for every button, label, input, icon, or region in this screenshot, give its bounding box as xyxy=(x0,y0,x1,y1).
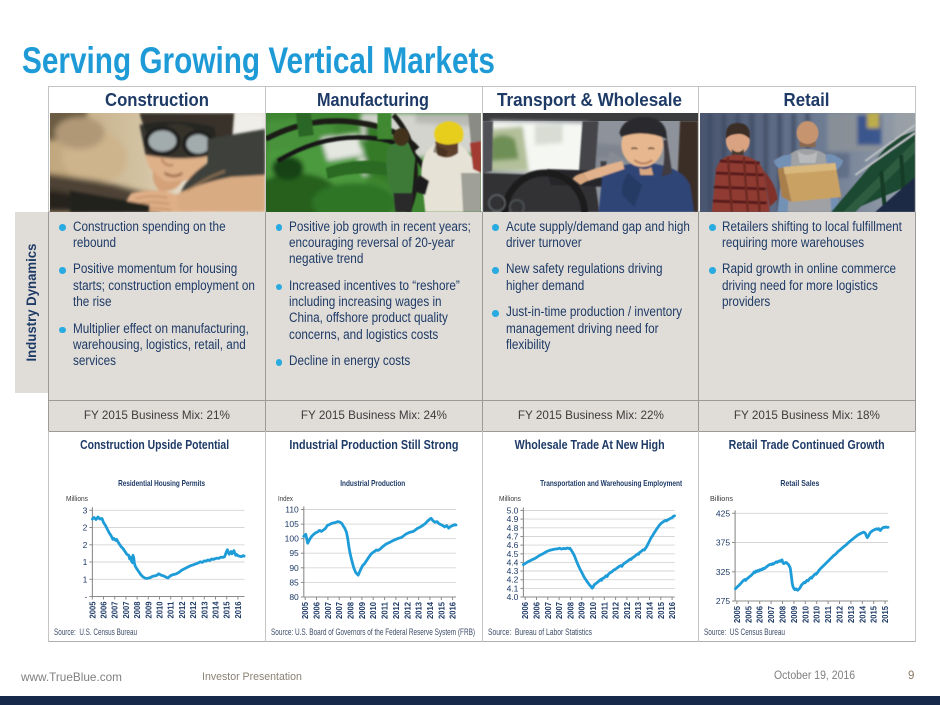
svg-text:2009: 2009 xyxy=(143,601,153,618)
svg-text:2014: 2014 xyxy=(211,601,221,618)
svg-text:2: 2 xyxy=(83,540,88,550)
svg-text:425: 425 xyxy=(716,508,730,518)
svg-text:110: 110 xyxy=(285,505,299,515)
svg-text:2008: 2008 xyxy=(132,601,142,618)
svg-text:2012: 2012 xyxy=(402,602,412,619)
svg-text:2013: 2013 xyxy=(846,606,856,623)
svg-text:2015: 2015 xyxy=(869,606,879,623)
svg-text:80: 80 xyxy=(289,592,299,602)
svg-text:2007: 2007 xyxy=(543,602,553,619)
svg-text:2006: 2006 xyxy=(312,602,322,619)
svg-text:2007: 2007 xyxy=(323,602,333,619)
svg-text:2009: 2009 xyxy=(357,602,367,619)
svg-text:2009: 2009 xyxy=(577,602,587,619)
svg-text:2010: 2010 xyxy=(368,602,378,619)
svg-text:2005: 2005 xyxy=(732,606,742,623)
svg-text:2014: 2014 xyxy=(645,602,655,619)
svg-text:4.0: 4.0 xyxy=(507,592,519,602)
svg-text:2012: 2012 xyxy=(177,601,187,618)
svg-text:1: 1 xyxy=(83,557,88,567)
svg-text:-: - xyxy=(85,592,88,602)
svg-text:2013: 2013 xyxy=(414,602,424,619)
svg-text:85: 85 xyxy=(289,577,299,587)
svg-text:2006: 2006 xyxy=(99,601,109,618)
svg-text:2007: 2007 xyxy=(554,602,564,619)
svg-text:2006: 2006 xyxy=(520,602,530,619)
svg-text:105: 105 xyxy=(285,519,299,529)
svg-text:2016: 2016 xyxy=(233,601,243,618)
svg-text:2008: 2008 xyxy=(565,602,575,619)
svg-text:2005: 2005 xyxy=(300,602,310,619)
svg-text:2015: 2015 xyxy=(436,602,446,619)
svg-text:2008: 2008 xyxy=(346,602,356,619)
svg-text:2010: 2010 xyxy=(155,601,165,618)
svg-text:4.7: 4.7 xyxy=(507,532,519,542)
svg-text:4.4: 4.4 xyxy=(507,557,519,567)
svg-text:2012: 2012 xyxy=(391,602,401,619)
svg-text:2011: 2011 xyxy=(599,602,609,619)
svg-text:2012: 2012 xyxy=(835,606,845,623)
svg-text:90: 90 xyxy=(289,563,299,573)
svg-text:325: 325 xyxy=(716,567,730,577)
svg-text:2014: 2014 xyxy=(425,602,435,619)
svg-text:2016: 2016 xyxy=(448,602,458,619)
svg-text:2013: 2013 xyxy=(199,601,209,618)
svg-text:2008: 2008 xyxy=(778,606,788,623)
svg-text:4.8: 4.8 xyxy=(507,523,519,533)
svg-text:2010: 2010 xyxy=(812,606,822,623)
svg-text:5.0: 5.0 xyxy=(507,506,519,516)
svg-text:4.9: 4.9 xyxy=(507,514,519,524)
svg-text:2015: 2015 xyxy=(880,606,890,623)
svg-text:2014: 2014 xyxy=(857,606,867,623)
svg-text:2005: 2005 xyxy=(743,606,753,623)
svg-text:2012: 2012 xyxy=(188,601,198,618)
svg-text:275: 275 xyxy=(716,596,730,606)
svg-text:95: 95 xyxy=(289,548,299,558)
svg-text:2007: 2007 xyxy=(110,601,120,618)
svg-text:4.5: 4.5 xyxy=(507,549,519,559)
svg-text:2015: 2015 xyxy=(656,602,666,619)
svg-text:2012: 2012 xyxy=(611,602,621,619)
svg-text:2006: 2006 xyxy=(755,606,765,623)
svg-text:4.1: 4.1 xyxy=(507,583,519,593)
svg-text:2007: 2007 xyxy=(121,601,131,618)
svg-text:1: 1 xyxy=(83,574,88,584)
svg-text:2011: 2011 xyxy=(380,602,390,619)
svg-text:2005: 2005 xyxy=(87,601,97,618)
svg-text:375: 375 xyxy=(716,538,730,548)
svg-text:2011: 2011 xyxy=(823,606,833,623)
svg-text:2007: 2007 xyxy=(766,606,776,623)
svg-text:2007: 2007 xyxy=(334,602,344,619)
svg-text:2006: 2006 xyxy=(532,602,542,619)
svg-text:2009: 2009 xyxy=(789,606,799,623)
svg-text:2011: 2011 xyxy=(166,601,176,618)
svg-text:100: 100 xyxy=(285,534,299,544)
svg-text:4.6: 4.6 xyxy=(507,540,519,550)
svg-text:3: 3 xyxy=(83,505,88,515)
svg-text:2015: 2015 xyxy=(222,601,232,618)
svg-text:2: 2 xyxy=(83,523,88,533)
svg-text:2010: 2010 xyxy=(588,602,598,619)
svg-text:4.3: 4.3 xyxy=(507,566,519,576)
svg-text:2010: 2010 xyxy=(800,606,810,623)
svg-text:2012: 2012 xyxy=(622,602,632,619)
svg-text:4.2: 4.2 xyxy=(507,575,519,585)
svg-text:2013: 2013 xyxy=(633,602,643,619)
svg-text:2016: 2016 xyxy=(667,602,677,619)
